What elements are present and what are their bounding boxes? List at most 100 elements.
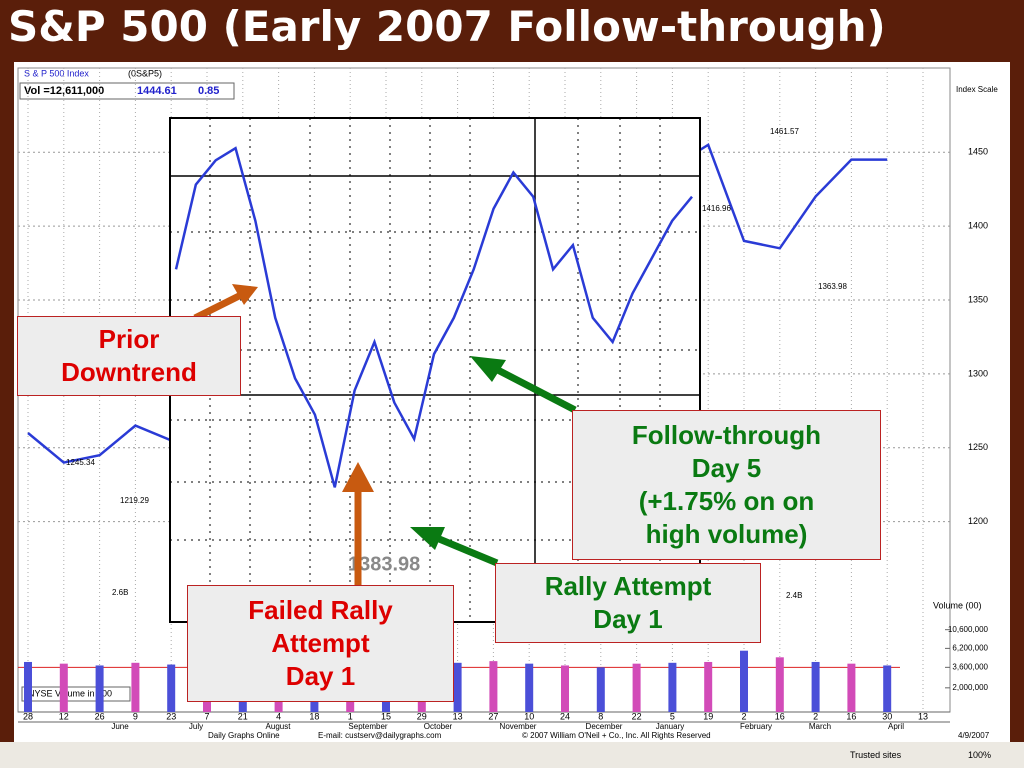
x-tick-label: 16 — [775, 711, 785, 721]
annotation: 2.4B — [786, 591, 802, 600]
annotation: 1416.96 — [702, 204, 731, 213]
callout-line: Day 1 — [285, 661, 356, 691]
volume-bar — [811, 661, 820, 712]
arrow-head — [470, 356, 506, 382]
volume-bar — [668, 662, 677, 712]
x-tick-label: 16 — [846, 711, 856, 721]
x-tick-label: 4 — [276, 711, 281, 721]
volume-bar — [95, 665, 104, 712]
volume-bar — [59, 663, 68, 712]
change-readout: 0.85 — [198, 85, 219, 97]
price-readout: 1444.61 — [137, 85, 177, 97]
x-tick-label: 19 — [703, 711, 713, 721]
volume-bar — [561, 665, 569, 712]
volume-tick-label: 10,600,000 — [948, 625, 989, 634]
zone: Trusted sites — [850, 750, 902, 760]
x-tick-label: 15 — [381, 711, 391, 721]
x-tick-label: 8 — [598, 711, 603, 721]
annotation: 1245.34 — [66, 458, 95, 467]
annotation: 1219.29 — [120, 496, 149, 505]
callout-prior: Prior Downtrend — [17, 316, 241, 396]
volume-bar — [131, 662, 140, 712]
volume-tick-label: 6,200,000 — [952, 643, 988, 652]
volume-bar — [453, 662, 462, 712]
month-label: February — [740, 722, 772, 731]
x-tick-label: 5 — [670, 711, 675, 721]
arrows — [193, 284, 577, 588]
y-axis-label: Index Scale — [956, 85, 998, 94]
x-tick-label: 29 — [417, 711, 427, 721]
month-label: September — [348, 722, 387, 731]
x-tick-label: 23 — [166, 711, 176, 721]
callout-line: Failed Rally — [248, 595, 393, 625]
x-tick-label: 18 — [309, 711, 319, 721]
callout-rally: Rally Attempt Day 1 — [495, 563, 761, 643]
volume-readout: Vol =12,611,000 — [24, 85, 104, 97]
month-label: June — [111, 722, 129, 731]
volume-bar — [167, 664, 176, 712]
arrow — [430, 532, 499, 567]
y-tick-label: 1200 — [968, 516, 988, 526]
x-tick-label: 28 — [23, 711, 33, 721]
callout-line: Rally Attempt — [544, 571, 712, 601]
callout-line: Day 1 — [593, 604, 663, 634]
annotation: 1363.98 — [818, 282, 847, 291]
volume-axis-label: Volume (00) — [933, 600, 982, 610]
month-label: December — [586, 722, 623, 731]
volume-bar — [632, 663, 641, 712]
callout-line: Follow-through — [631, 420, 822, 450]
slide-title: S&P 500 (Early 2007 Follow-through) — [8, 2, 886, 51]
callout-line: Attempt — [271, 628, 370, 658]
callout-failed: Failed Rally Attempt Day 1 — [187, 585, 454, 702]
callout-line: Day 5 — [691, 453, 762, 483]
volume-bar — [24, 661, 32, 712]
arrow-head — [342, 462, 374, 492]
month-label: November — [500, 722, 537, 731]
volume-bar — [489, 661, 498, 712]
volume-tick-label: 2,000,000 — [952, 683, 988, 692]
arrow-head — [410, 527, 445, 550]
x-tick-label: 13 — [453, 711, 463, 721]
x-tick-label: 26 — [95, 711, 105, 721]
zoom: 100% — [968, 750, 992, 760]
price-line — [174, 146, 693, 488]
x-tick-label: 27 — [488, 711, 498, 721]
footer-text: E-mail: custserv@dailygraphs.com — [318, 731, 442, 740]
volume-bar — [704, 661, 713, 712]
volume-bar — [525, 663, 534, 712]
volume-bar — [847, 663, 856, 712]
status-bar: Trusted sites 100% — [0, 742, 1024, 768]
month-label: July — [189, 722, 203, 731]
arrow — [193, 289, 247, 322]
month-label: October — [424, 722, 453, 731]
volume-bar — [883, 665, 892, 712]
x-tick-label: 22 — [632, 711, 642, 721]
annotation: 1461.57 — [770, 127, 799, 136]
arrow — [490, 363, 577, 414]
x-tick-label: 21 — [238, 711, 248, 721]
inset-low-label: 1383.98 — [348, 553, 420, 575]
x-tick-label: 2 — [741, 711, 746, 721]
y-tick-label: 1350 — [968, 294, 988, 304]
callout-follow: Follow-through Day 5 (+1.75% on on high vol… — [572, 410, 881, 560]
x-tick-label: 24 — [560, 711, 570, 721]
month-label: April — [888, 722, 904, 731]
x-tick-label: 7 — [204, 711, 209, 721]
index-name: S & P 500 Index — [24, 68, 89, 78]
y-tick-label: 1300 — [968, 368, 988, 378]
annotation: 2.6B — [112, 588, 128, 597]
x-tick-label: 2 — [813, 711, 818, 721]
readout-box — [19, 82, 235, 100]
arrow-head — [232, 284, 258, 305]
x-tick-label: 1 — [348, 711, 353, 721]
volume-tick-label: 3,600,000 — [952, 662, 988, 671]
y-tick-label: 1450 — [968, 147, 988, 157]
volume-legend: NYSE Volume in 100 — [28, 688, 112, 698]
x-tick-label: 12 — [59, 711, 69, 721]
volume-bar — [596, 667, 605, 712]
x-tick-label: 13 — [918, 711, 928, 721]
month-label: March — [809, 722, 831, 731]
month-label: August — [266, 722, 292, 731]
x-tick-label: 30 — [882, 711, 892, 721]
